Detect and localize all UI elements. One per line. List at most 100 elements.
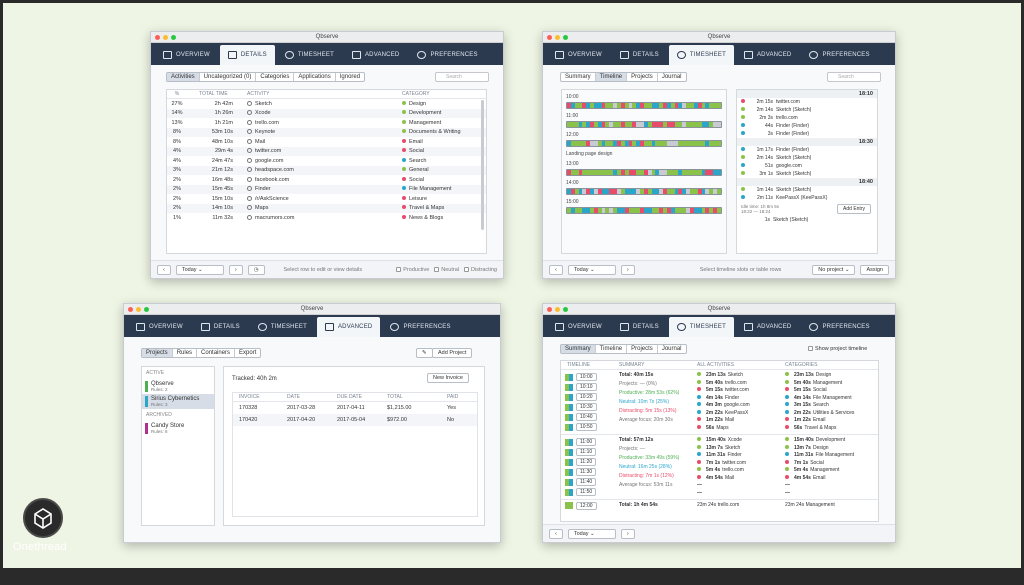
side-item[interactable]: 1m 17s Finder (Finder) bbox=[737, 146, 877, 154]
time-slot[interactable]: 10:50 bbox=[565, 422, 613, 432]
minimize-button[interactable] bbox=[555, 35, 560, 40]
table-row[interactable]: 2% 15m 10s/r/AskScience Leisure bbox=[167, 194, 486, 204]
timeline-strip[interactable] bbox=[566, 188, 722, 195]
table-row[interactable]: 4% 24m 47s google.com Search bbox=[167, 156, 486, 166]
zoom-button[interactable] bbox=[563, 35, 568, 40]
timeline-strip[interactable] bbox=[566, 140, 722, 147]
tab-preferences[interactable]: PREFERENCES bbox=[382, 317, 458, 337]
close-button[interactable] bbox=[128, 307, 133, 312]
invoice-row[interactable]: 170420 2017-04-20 2017-05-04 $972.00 No bbox=[233, 414, 477, 426]
time-slot[interactable]: 10:20 bbox=[565, 392, 613, 402]
side-item[interactable]: 1m 14s Sketch (Sketch) bbox=[737, 186, 877, 194]
filter-containers[interactable]: Containers bbox=[197, 349, 236, 357]
side-item[interactable]: 2m 15s twitter.com bbox=[737, 98, 877, 106]
time-slot[interactable]: 11:10 bbox=[565, 447, 613, 457]
project-item[interactable]: Sirius Cybernetics Rules: 3 bbox=[142, 394, 214, 409]
side-item[interactable]: 3m 1s Sketch (Sketch) bbox=[737, 170, 877, 178]
close-button[interactable] bbox=[547, 307, 552, 312]
filter-categories[interactable]: Categories bbox=[256, 73, 295, 81]
table-row[interactable]: 3% 21m 12s headspace.com General bbox=[167, 165, 486, 175]
tab-overview[interactable]: OVERVIEW bbox=[128, 317, 191, 337]
side-item[interactable]: 2m 14s Sketch (Sketch) bbox=[737, 154, 877, 162]
period-select[interactable]: Today ⌄ bbox=[175, 264, 224, 275]
time-slot[interactable]: 11:20 bbox=[565, 457, 613, 467]
search-input[interactable]: Search bbox=[435, 72, 489, 82]
zoom-button[interactable] bbox=[171, 35, 176, 40]
filter-activities[interactable]: Activities bbox=[167, 73, 200, 81]
time-slot[interactable]: 11:30 bbox=[565, 467, 613, 477]
nav-forward-button[interactable]: › bbox=[620, 528, 635, 539]
filter-journal[interactable]: Journal bbox=[661, 74, 682, 80]
filter-ignored[interactable]: Ignored bbox=[339, 74, 361, 80]
side-item[interactable]: 2m 3s trello.com bbox=[737, 114, 877, 122]
add-entry-button[interactable]: Add Entry bbox=[837, 204, 871, 214]
nav-back-button[interactable]: ‹ bbox=[549, 264, 563, 275]
search-input[interactable]: Search bbox=[827, 72, 881, 82]
filter-applications[interactable]: Applications bbox=[294, 73, 336, 81]
invoice-row[interactable]: 170328 2017-03-28 2017-04-11 $1,215.00 Yes bbox=[233, 402, 477, 414]
period-select[interactable]: Today ⌄ bbox=[567, 264, 616, 275]
timeline-strip[interactable] bbox=[566, 169, 722, 176]
table-row[interactable]: 2% 14m 10s Maps Travel & Maps bbox=[167, 203, 486, 213]
new-invoice-button[interactable]: New Invoice bbox=[427, 373, 469, 383]
filter-projects[interactable]: Projects bbox=[142, 349, 173, 357]
table-row[interactable]: 4% 29m 4s twitter.com Social bbox=[167, 146, 486, 156]
minimize-button[interactable] bbox=[163, 35, 168, 40]
tab-timesheet[interactable]: TIMESHEET bbox=[250, 317, 315, 337]
minimize-button[interactable] bbox=[555, 307, 560, 312]
time-slot[interactable]: 10:40 bbox=[565, 412, 613, 422]
tab-overview[interactable]: OVERVIEW bbox=[547, 317, 610, 337]
timeline-strip[interactable] bbox=[566, 102, 722, 109]
time-slot[interactable]: 10:30 bbox=[565, 402, 613, 412]
tab-overview[interactable]: OVERVIEW bbox=[547, 45, 610, 65]
close-button[interactable] bbox=[547, 35, 552, 40]
time-slot[interactable]: 11:00 bbox=[565, 437, 613, 447]
nav-forward-button[interactable]: › bbox=[228, 264, 243, 275]
tab-details[interactable]: DETAILS bbox=[612, 45, 667, 65]
time-slot[interactable]: 10:00 bbox=[565, 372, 613, 382]
details-filter[interactable]: Activities Uncategorized (0) Categories App… bbox=[166, 72, 366, 82]
table-row[interactable]: 14% 1h 26m Xcode Development bbox=[167, 108, 486, 118]
filter-projects[interactable]: Projects bbox=[627, 73, 658, 81]
time-slot[interactable]: 12:00 bbox=[561, 502, 613, 510]
filter-timeline[interactable]: Timeline bbox=[595, 73, 628, 81]
tab-timesheet[interactable]: TIMESHEET bbox=[277, 45, 342, 65]
timesheet-filter[interactable]: Summary Timeline Projects Journal bbox=[560, 72, 687, 82]
tab-preferences[interactable]: PREFERENCES bbox=[409, 45, 485, 65]
side-item[interactable]: 1s Sketch (Sketch) bbox=[737, 216, 877, 224]
minimize-button[interactable] bbox=[136, 307, 141, 312]
project-select[interactable]: No project ⌄ bbox=[812, 264, 856, 275]
time-slot[interactable]: 11:50 bbox=[565, 487, 613, 497]
table-row[interactable]: 13% 1h 21m trello.com Management bbox=[167, 118, 486, 128]
table-row[interactable]: 2% 16m 48s facebook.com Social bbox=[167, 175, 486, 185]
edit-button[interactable]: ✎ bbox=[416, 348, 433, 358]
side-item[interactable]: 2m 14s Sketch (Sketch) bbox=[737, 106, 877, 114]
scrollbar[interactable] bbox=[481, 100, 484, 230]
side-item[interactable]: 3s Finder (Finder) bbox=[737, 130, 877, 138]
time-slot[interactable]: 11:40 bbox=[565, 477, 613, 487]
tab-details[interactable]: DETAILS bbox=[193, 317, 248, 337]
table-row[interactable]: 1% 11m 32s macrumors.com News & Blogs bbox=[167, 213, 486, 223]
table-row[interactable]: 2% 15m 45s Finder File Management bbox=[167, 184, 486, 194]
neutral-check[interactable]: Neutral bbox=[434, 267, 459, 273]
show-project-timeline-check[interactable]: Show project timeline bbox=[808, 346, 867, 352]
timeline-strip[interactable] bbox=[566, 207, 722, 214]
tab-details[interactable]: DETAILS bbox=[612, 317, 667, 337]
side-item[interactable]: 44s Finder (Finder) bbox=[737, 122, 877, 130]
filter-projects[interactable]: Projects bbox=[627, 345, 658, 353]
project-item[interactable]: Qbserve Rules: 2 bbox=[142, 379, 214, 394]
filter-export[interactable]: Export bbox=[239, 350, 257, 356]
tab-advanced[interactable]: ADVANCED bbox=[736, 317, 800, 337]
zoom-button[interactable] bbox=[144, 307, 149, 312]
tab-preferences[interactable]: PREFERENCES bbox=[801, 45, 877, 65]
side-item[interactable]: 2m 11s KeePassX (KeePassX) bbox=[737, 194, 877, 202]
tab-timesheet[interactable]: TIMESHEET bbox=[668, 317, 734, 337]
advanced-filter[interactable]: Projects Rules Containers Export bbox=[141, 348, 262, 358]
assign-button[interactable]: Assign bbox=[860, 264, 889, 275]
filter-rules[interactable]: Rules bbox=[173, 349, 198, 357]
clock-icon[interactable]: ◷ bbox=[247, 264, 265, 275]
filter-summary[interactable]: Summary bbox=[561, 345, 596, 353]
zoom-button[interactable] bbox=[563, 307, 568, 312]
distracting-check[interactable]: Distracting bbox=[464, 267, 497, 273]
productive-check[interactable]: Productive bbox=[396, 267, 429, 273]
